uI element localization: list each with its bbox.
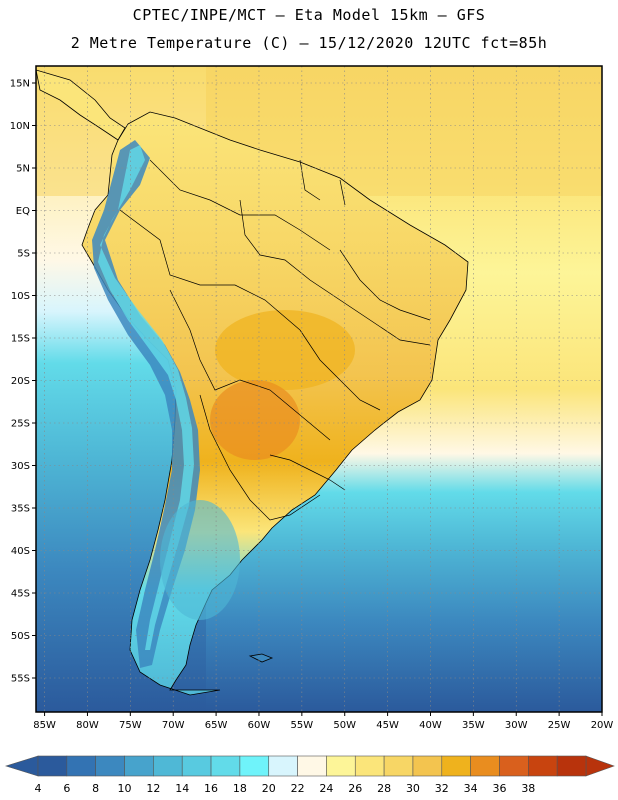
color-legend: 4 6 8 10 12 14 16 18 20 22 24 26 28 30 32 34 36 38 [4,755,615,795]
legend-swatch [153,755,183,777]
legend-label: 16 [204,782,218,795]
legend-label: 26 [348,782,362,795]
lon-label: 55W [291,720,314,731]
legend-label: 20 [262,782,276,795]
legend-swatch [383,755,414,777]
legend-swatch [268,755,298,777]
legend-arrow-low [4,755,39,777]
central-america [36,69,126,141]
legend-label: 22 [291,782,305,795]
lat-label: 5S [17,249,30,260]
legend-label: 10 [118,782,132,795]
legend-label: 6 [63,782,70,795]
lat-label: 30S [11,461,30,472]
lat-label: 5N [16,164,30,175]
legend-swatch [181,755,212,777]
patagonia-cool-region [160,500,240,620]
legend-swatch [95,755,125,777]
legend-label: 36 [492,782,506,795]
lon-label: 25W [548,720,571,731]
legend-swatch [297,755,327,777]
legend-swatch [528,755,558,777]
legend-swatch [499,755,529,777]
legend-label: 34 [464,782,478,795]
falkland-islands [248,653,274,663]
lon-label: 45W [376,720,399,731]
lon-label: 30W [505,720,528,731]
legend-label: 30 [406,782,420,795]
legend-swatch [210,755,241,777]
legend-swatch [124,755,154,777]
lon-label: 75W [119,720,142,731]
legend-label: 12 [146,782,160,795]
lat-label: 15N [10,79,30,90]
longitude-labels: 85W 80W 75W 70W 65W 60W 55W 50W 45W 40W 35W 30W 25W 2… [33,712,613,731]
lat-label: 10N [10,121,30,132]
latitude-labels: 15N 10N 5N EQ 5S 10S 15S 20S 25S 30S 35S 40S 45S 50S 5… [10,79,36,685]
lat-label: 10S [11,291,30,302]
legend-swatch [37,755,68,777]
lon-label: 80W [76,720,99,731]
lon-label: 40W [419,720,442,731]
lon-label: 65W [205,720,228,731]
legend-label: 24 [319,782,333,795]
legend-swatch [326,755,356,777]
legend-label: 14 [175,782,189,795]
legend-label: 28 [377,782,391,795]
legend-label: 4 [35,782,42,795]
legend-swatch [412,755,443,777]
lat-label: 45S [11,589,30,600]
map-title-line2: 2 Metre Temperature (C) – 15/12/2020 12U… [70,34,548,52]
lon-label: 35W [462,720,485,731]
legend-label: 8 [92,782,99,795]
warm-core-region [215,310,355,390]
legend-label: 18 [233,782,247,795]
legend-swatch [239,755,270,777]
legend-arrow-high [585,755,615,777]
lat-label: 50S [11,631,30,642]
lat-label: 35S [11,504,30,515]
lon-label: 50W [333,720,356,731]
country-borders [119,159,431,521]
lat-label: EQ [16,206,30,217]
lat-label: 15S [11,334,30,345]
legend-swatch [66,755,96,777]
lat-label: 20S [11,376,30,387]
lat-label: 40S [11,546,30,557]
legend-swatch [441,755,471,777]
legend-label: 32 [435,782,449,795]
legend-label: 38 [521,782,535,795]
hot-spot-region [210,380,300,460]
temperature-map: 15N 10N 5N EQ 5S 10S 15S 20S 25S 30S 35S 40S 45S 50S 5… [10,65,613,731]
lon-label: 70W [162,720,185,731]
map-frame [35,65,603,713]
lat-label: 55S [11,674,30,685]
lon-label: 60W [248,720,271,731]
lon-label: 85W [33,720,56,731]
lat-label: 25S [11,419,30,430]
map-title-line1: CPTEC/INPE/MCT – Eta Model 15km – GFS [132,6,486,24]
lon-label: 20W [591,720,614,731]
legend-swatch [556,755,587,777]
legend-swatch [470,755,500,777]
legend-swatch [354,755,385,777]
